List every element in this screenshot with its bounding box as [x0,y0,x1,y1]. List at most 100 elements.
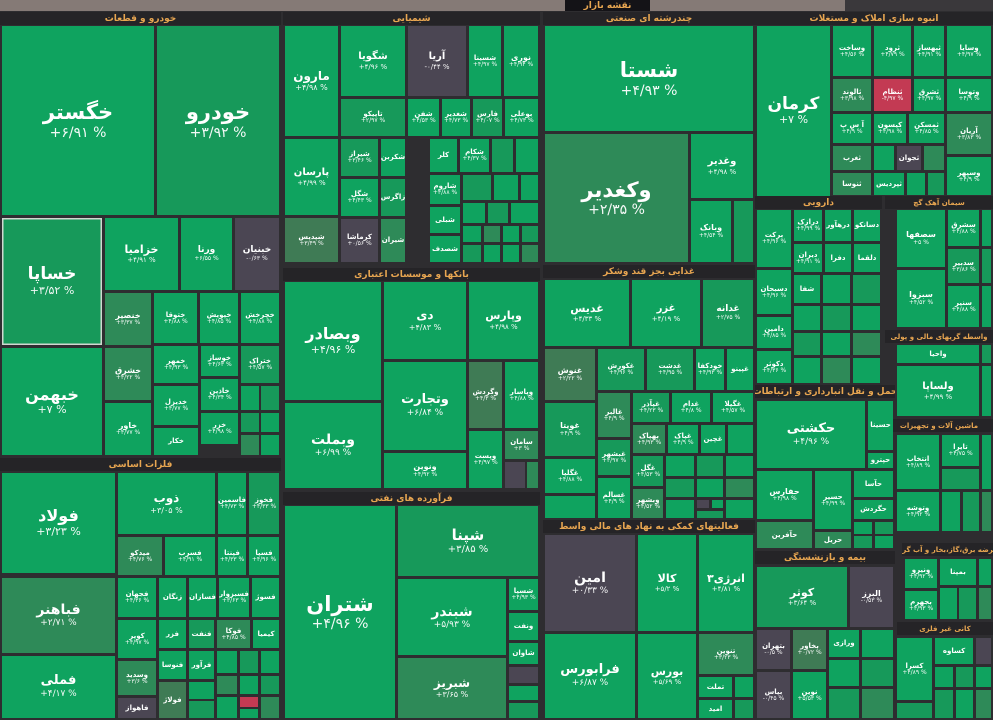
map-tile[interactable]: خچرخش +۴/۸۸ % [241,293,279,343]
map-tile[interactable]: بپاس -۰/۴۵ % [757,672,790,718]
map-tile[interactable]: خوساز +۴/۶۳ % [201,346,238,376]
map-tile[interactable]: بهپاک +۴/۹۳ % [633,425,665,453]
map-tile-small[interactable] [976,667,991,687]
map-tile[interactable]: دسانکو [854,210,880,241]
map-tile[interactable]: ونوین +۴/۹۲ % [384,453,466,488]
map-tile-small[interactable] [241,413,259,432]
map-tile[interactable]: سدبیر +۳/۸۶ % [948,249,979,283]
map-tile[interactable]: فزر [159,620,186,648]
map-tile[interactable]: زاگرس [381,179,405,216]
map-tile[interactable]: ورنا +۶/۵۵ % [181,218,232,290]
map-tile[interactable]: سامان +۳ % [505,431,538,459]
map-tile[interactable]: فارس +۴/۰۷ % [473,99,502,136]
map-tile-small[interactable] [823,306,850,330]
map-tile-small[interactable] [823,333,850,355]
map-tile[interactable]: سبزوا +۴/۵۲ % [897,270,945,327]
map-tile-small[interactable] [545,496,595,518]
map-tile[interactable]: شگل +۴/۴۳ % [341,179,378,216]
map-tile-small[interactable] [484,226,500,242]
map-tile-small[interactable] [942,492,960,531]
map-tile[interactable]: تاپیکو +۲/۹۷ % [341,99,405,136]
map-tile-small[interactable] [666,479,694,497]
map-tile[interactable]: وسدید +۳/۶ % [118,661,156,695]
map-tile-small[interactable] [726,456,753,476]
map-tile-small[interactable] [527,462,538,488]
map-tile[interactable]: امید [699,700,732,718]
map-tile[interactable]: خساپا +۳/۵۲ % [2,218,102,345]
map-tile[interactable]: فاسمین +۴/۷۳ % [218,473,246,534]
map-tile[interactable]: بوعلی +۴/۷۳ % [505,99,538,136]
map-tile-small[interactable] [697,511,723,518]
map-tile[interactable]: نوری +۴/۹۴ % [504,26,538,96]
map-tile[interactable]: غپاک +۴/۹ % [668,425,698,453]
map-tile[interactable]: خدیزل +۴/۷۷ % [154,386,198,425]
map-tile-small[interactable] [875,536,893,548]
map-tile[interactable]: غزر +۴/۱۹ % [632,280,700,346]
map-tile[interactable]: شکام +۴/۳۷ % [460,139,489,172]
map-tile-small[interactable] [217,676,237,694]
map-tile[interactable]: فباهنر +۲/۷۱ % [2,578,115,653]
map-tile-small[interactable] [463,175,491,200]
map-tile-small[interactable] [217,651,237,673]
map-tile[interactable]: خبنیان -۰/۶۳ % [235,218,279,290]
map-tile[interactable]: ثمسکن +۴/۸۵ % [909,114,944,143]
map-tile-small[interactable] [853,333,880,355]
map-tile-small[interactable] [712,500,723,508]
map-tile-small[interactable] [261,697,279,718]
map-tile-small[interactable] [728,425,753,453]
map-tile[interactable] [492,139,513,172]
map-tile-small[interactable] [503,226,519,242]
map-tile[interactable]: آریان +۳/۸۳ % [947,114,991,154]
map-tile-small[interactable] [979,559,991,585]
map-tile-small[interactable] [874,146,894,170]
map-tile[interactable]: شسینا +۴/۹۷ % [469,26,501,96]
map-tile-small[interactable] [982,249,991,283]
map-tile[interactable]: شفن +۴/۵۳ % [408,99,439,136]
map-tile-small[interactable] [853,275,880,303]
map-tile[interactable]: شصدف [430,236,460,262]
map-tile[interactable]: غدشت +۴/۹۵ % [647,349,693,390]
map-tile[interactable]: فملی +۴/۱۷ % [2,656,115,718]
map-tile[interactable]: حکشتی +۴/۹۶ % [757,401,865,468]
map-tile-small[interactable] [982,210,991,246]
map-tile[interactable]: شاوان [509,643,538,664]
map-tile[interactable]: فسازان [189,578,216,617]
map-tile[interactable]: ثپردیس [874,173,904,195]
map-tile[interactable]: آریا -۰/۴۴ % [408,26,466,96]
map-tile[interactable]: کیسون +۴/۹۸ % [874,114,906,143]
map-tile-small[interactable] [511,203,538,223]
map-tile[interactable]: غچین [701,425,725,453]
map-tile[interactable]: شفا [794,275,820,303]
map-tile[interactable]: خودکفا +۴/۹۳ % [696,349,724,390]
map-tile[interactable]: وساخت +۴/۵۶ % [833,26,871,76]
map-tile[interactable]: حسیر +۴/۹۹ % [815,471,851,529]
map-tile[interactable]: دکوثر +۴/۳۶ % [757,351,791,383]
map-tile[interactable]: فسبزوار +۳/۶۳ % [219,578,249,617]
map-tile[interactable]: وتوسا +۴/۹ % [947,79,991,111]
map-tile[interactable]: وسایا +۴/۹۷ % [947,26,991,76]
map-tile-small[interactable] [823,275,850,303]
map-tile-small[interactable] [522,226,538,242]
map-tile[interactable]: خبهمن +۷ % [2,348,102,455]
map-tile[interactable]: کوثر +۳/۶۴ % [757,567,847,627]
map-tile-small[interactable] [261,435,279,455]
map-tile[interactable]: خنصیر +۳/۳۷ % [105,293,151,345]
map-tile-small[interactable] [509,667,538,683]
map-tile[interactable]: غسالم +۴/۹ % [598,478,630,518]
map-tile[interactable]: غبشهر +۴/۹۷ % [598,440,630,475]
map-tile[interactable]: ورازی [829,630,859,657]
map-tile[interactable]: وگردش +۴/۳ % [469,362,502,428]
map-tile[interactable]: شغدیر +۴/۷۳ % [442,99,470,136]
map-tile[interactable]: وبصادر +۴/۹۶ % [285,282,381,400]
map-tile-small[interactable] [217,697,237,718]
map-tile-small[interactable] [494,175,518,200]
map-tile[interactable]: وپارس +۴/۹۸ % [469,282,538,359]
map-tile-small[interactable] [959,588,976,619]
map-tile[interactable]: خاور +۴/۷۷ % [105,403,151,455]
map-tile-small[interactable] [976,638,991,664]
map-tile[interactable]: خگستر +۶/۹۱ % [2,26,154,215]
map-tile[interactable]: حفارس +۴/۹۸ % [757,471,812,519]
map-tile[interactable]: غپآذر +۴/۲۳ % [633,393,669,422]
map-tile[interactable]: فولاژ [159,682,186,718]
map-tile-small[interactable] [241,435,259,455]
